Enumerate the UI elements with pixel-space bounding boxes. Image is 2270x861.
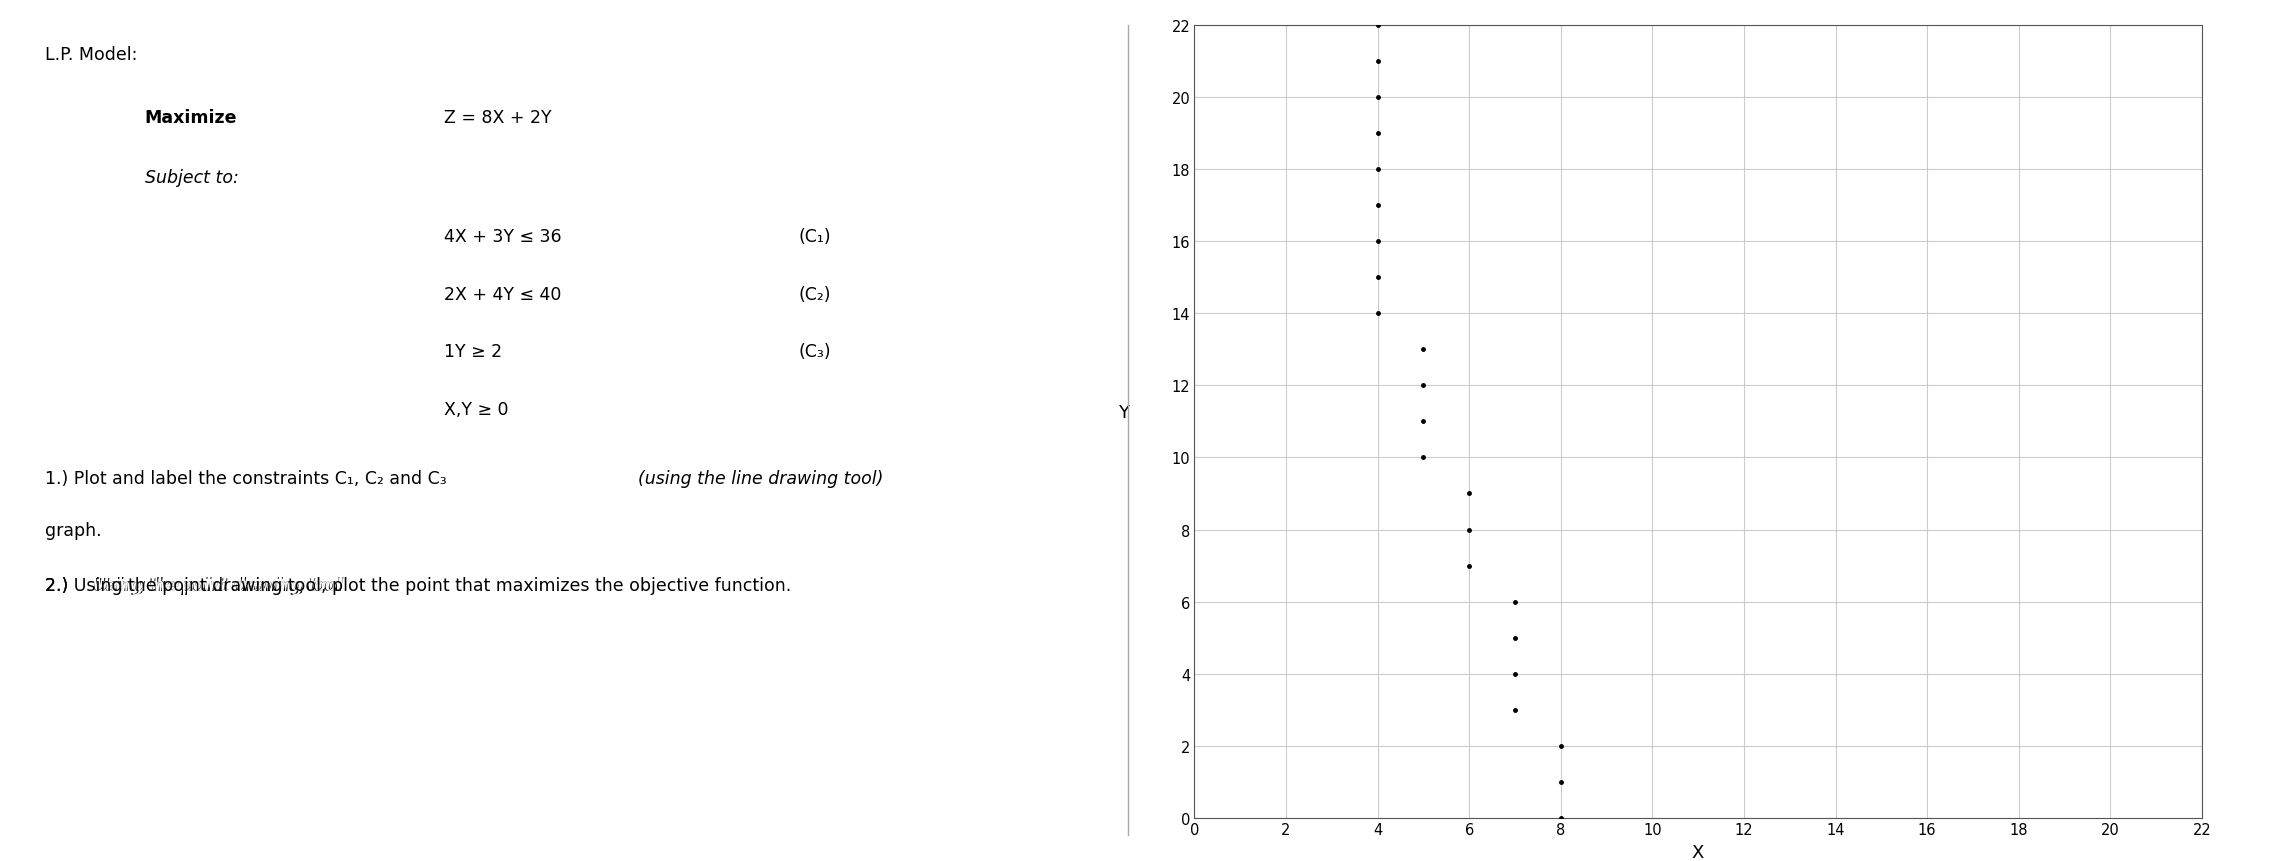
Text: (C₃): (C₃) — [799, 343, 831, 361]
Text: graph.: graph. — [45, 521, 102, 539]
Text: L.P. Model:: L.P. Model: — [45, 46, 136, 64]
Text: 1.) Plot and label the constraints C₁, C₂ and C₃: 1.) Plot and label the constraints C₁, C… — [45, 469, 452, 487]
X-axis label: X: X — [1691, 843, 1705, 861]
Text: 2.): 2.) — [45, 576, 73, 594]
Text: 2.) Using the point drawing tool, plot the point that maximizes the objective fu: 2.) Using the point drawing tool, plot t… — [45, 576, 792, 594]
Text: 4X + 3Y ≤ 36: 4X + 3Y ≤ 36 — [445, 228, 561, 245]
Text: Subject to:: Subject to: — [145, 169, 238, 186]
Text: 1Y ≥ 2: 1Y ≥ 2 — [445, 343, 502, 361]
Text: (C₂): (C₂) — [799, 286, 831, 304]
Text: Using the point drawing tool, plot the point that maximizes the objective functi: Using the point drawing tool, plot the p… — [98, 576, 815, 594]
Text: 2.): 2.) — [45, 576, 73, 594]
Text: (using the line drawing tool): (using the line drawing tool) — [638, 469, 883, 487]
Text: Using the point drawing tool: Using the point drawing tool — [98, 576, 343, 594]
Text: Z = 8X + 2Y: Z = 8X + 2Y — [445, 109, 552, 127]
Text: 2.) Using the point drawing tool, plot the point that maximizes the objective fu: 2.) Using the point drawing tool, plot t… — [45, 576, 792, 594]
Text: Using the point drawing tool, plot the point that maximizes the objective functi: Using the point drawing tool, plot the p… — [93, 576, 810, 594]
Text: Using the point drawing tool: Using the point drawing tool — [93, 576, 338, 594]
Text: (C₁): (C₁) — [799, 228, 831, 245]
Text: Maximize: Maximize — [145, 109, 236, 127]
Text: X,Y ≥ 0: X,Y ≥ 0 — [445, 400, 508, 418]
Y-axis label: Y: Y — [1119, 404, 1130, 422]
Text: 2X + 4Y ≤ 40: 2X + 4Y ≤ 40 — [445, 286, 561, 304]
